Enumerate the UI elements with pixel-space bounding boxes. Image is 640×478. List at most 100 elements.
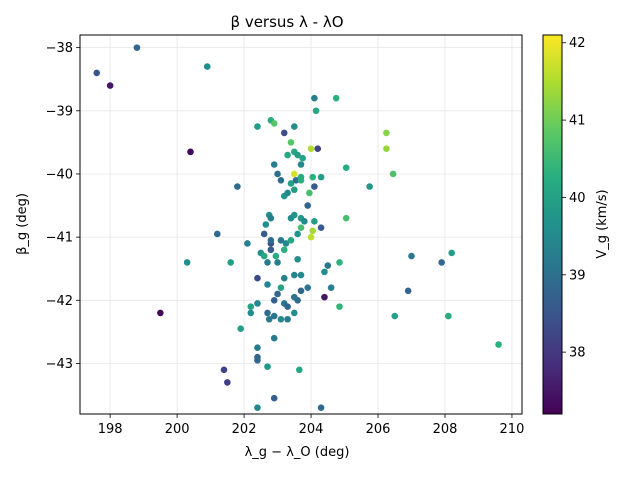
x-axis-ticks: 198 200 202 204 206 208 210 [98,414,525,437]
data-point [254,300,261,307]
data-point [224,379,231,386]
data-point [291,170,298,178]
data-point [306,189,313,197]
y-axis-label: β_g (deg) [15,193,30,255]
data-point [277,176,285,184]
data-point [312,107,320,115]
data-point [220,366,228,374]
data-point [324,262,332,269]
colorbar [542,34,563,415]
data-point [332,94,340,102]
data-point [280,274,288,282]
data-point [297,271,305,279]
data-point [327,284,335,291]
data-point [311,94,318,102]
scatter-points [93,44,502,411]
data-point [265,315,273,323]
x-tick-label: 208 [433,422,458,437]
data-point [284,315,291,323]
data-point [237,325,245,333]
y-tick-label: −40 [46,167,73,182]
data-point [317,224,325,231]
data-point [234,183,241,190]
data-point [294,255,301,263]
data-point [438,259,445,266]
data-point [291,211,298,219]
data-point [272,252,280,260]
y-axis-ticks: −38 −39 −40 −41 −42 −43 [46,41,80,372]
data-point [213,230,221,238]
data-point [311,218,318,225]
y-tick-label: −43 [46,357,73,372]
x-axis-label: λ_g − λ_O (deg) [245,445,350,460]
data-point [264,363,271,370]
data-point [291,123,298,130]
data-point [383,145,390,152]
x-tick-label: 206 [366,422,391,437]
data-point [389,170,397,178]
data-point [408,252,415,260]
data-point [187,148,194,156]
x-tick-label: 210 [500,422,525,437]
data-point [297,173,305,181]
data-point [270,334,278,342]
colorbar-tick-label: 41 [569,114,586,129]
x-tick-label: 202 [232,422,257,437]
data-point [297,161,305,168]
data-point [254,123,261,130]
grid [80,35,522,414]
data-point [277,315,285,323]
data-point [336,259,343,266]
data-point [304,202,311,209]
data-point [292,176,300,184]
data-point [280,246,288,254]
colorbar-tick-label: 40 [569,191,586,206]
colorbar-label: V_g (km/s) [595,189,610,258]
data-point [342,214,350,222]
data-point [133,44,141,51]
data-point [267,246,275,254]
data-point [297,287,305,295]
data-point [280,129,288,137]
data-point [301,218,308,225]
data-point [282,240,290,247]
data-point [106,82,114,89]
data-point [270,297,278,304]
y-tick-label: −41 [46,231,73,246]
data-point [321,293,328,301]
data-point [294,151,301,159]
colorbar-tick-label: 39 [569,268,586,283]
data-point [284,189,291,197]
data-point [264,281,271,288]
data-point [247,303,255,310]
data-point [291,186,298,194]
data-point [296,366,303,374]
data-point [227,259,234,266]
data-point [203,63,211,70]
data-point [157,309,164,317]
colorbar-tick-label: 42 [569,36,586,51]
data-point [264,309,271,317]
data-point [274,170,281,178]
y-tick-label: −38 [46,41,73,56]
data-point [304,284,311,291]
data-point [404,287,412,295]
data-point [274,259,281,266]
data-point [307,233,315,241]
data-point [254,344,261,351]
data-point [299,154,306,162]
data-point [391,312,399,320]
data-point [270,120,278,127]
data-point [314,145,322,152]
data-point [262,221,270,228]
data-point [270,161,278,168]
data-point [336,303,343,310]
data-point [274,290,281,298]
data-point [297,224,305,231]
data-point [309,227,317,235]
data-point [495,341,502,348]
x-tick-label: 204 [299,422,324,437]
data-point [284,151,291,159]
data-point [254,404,261,411]
